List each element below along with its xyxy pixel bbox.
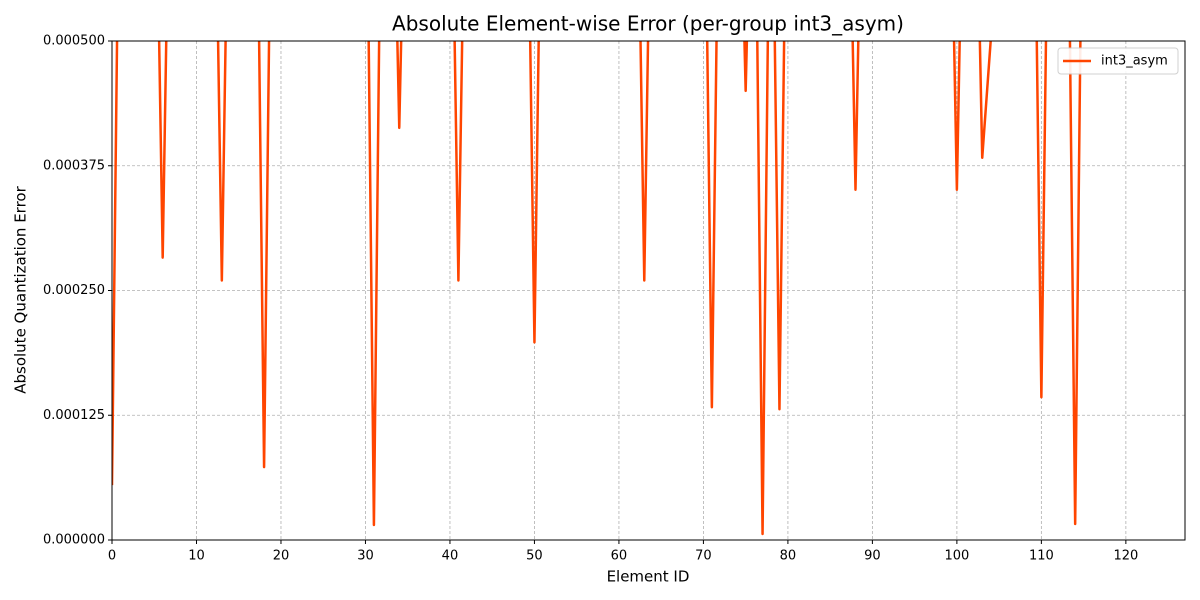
y-tick-label: 0.000250: [43, 283, 105, 298]
x-tick-label: 10: [188, 549, 205, 564]
legend-label: int3_asym: [1101, 54, 1168, 69]
x-tick-label: 40: [442, 549, 459, 564]
data-line: [112, 41, 1082, 536]
x-tick-label: 110: [1029, 549, 1054, 564]
y-tick-label: 0.000375: [43, 158, 105, 173]
plot-frame: [111, 40, 1186, 541]
x-tick-label: 30: [357, 549, 374, 564]
y-tick-label: 0.000125: [43, 408, 105, 423]
x-tick-label: 120: [1113, 549, 1138, 564]
x-tick-label: 60: [611, 549, 628, 564]
y-tick-label: 0.000500: [43, 34, 105, 49]
x-axis-label: Element ID: [607, 568, 690, 586]
x-tick-label: 0: [108, 549, 116, 564]
x-tick-label: 70: [695, 549, 712, 564]
x-tick-label: 20: [273, 549, 290, 564]
x-tick-label: 90: [864, 549, 881, 564]
x-tick-label: 80: [780, 549, 797, 564]
y-tick-label: 0.000000: [43, 533, 105, 548]
x-tick-label: 50: [526, 549, 543, 564]
x-tick-label: 100: [944, 549, 969, 564]
y-axis-label: Absolute Quantization Error: [12, 185, 30, 393]
legend-box: [1057, 47, 1179, 75]
chart-title: Absolute Element-wise Error (per-group i…: [392, 12, 904, 36]
